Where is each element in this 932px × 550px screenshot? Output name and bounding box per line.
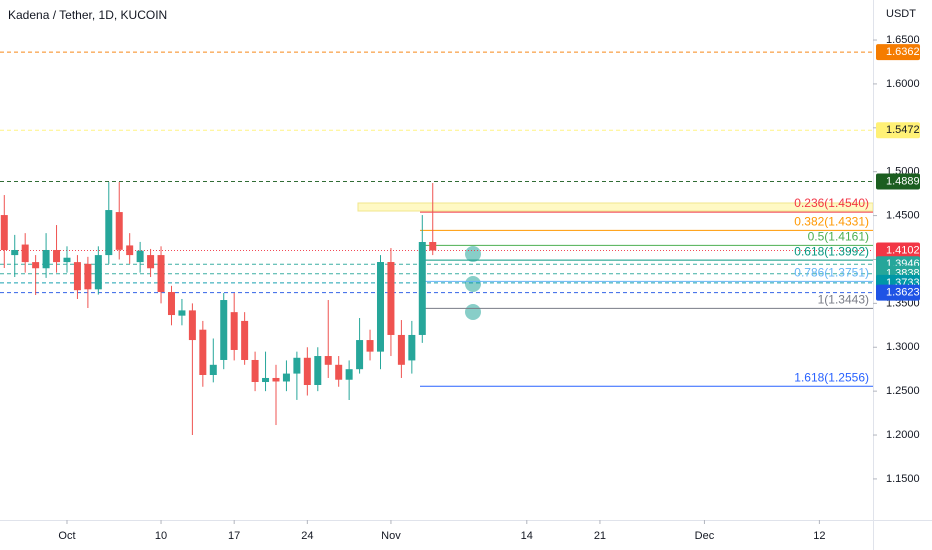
price-label-bg [876, 122, 920, 139]
candle-body [53, 249, 61, 263]
candle-body [262, 377, 270, 383]
price-label: 1.3623 [886, 286, 920, 298]
candle-body [178, 310, 186, 316]
y-tick-label: 1.2500 [886, 385, 920, 397]
candle-body [429, 242, 437, 251]
candle-body [147, 255, 155, 269]
x-tick-label: 21 [594, 530, 606, 542]
y-tick-label: 1.2000 [886, 429, 920, 441]
fib-label: 1(1.3443) [818, 293, 869, 307]
candle-body [397, 334, 405, 365]
candle-body [157, 255, 165, 293]
y-tick-label: 1.6000 [886, 78, 920, 90]
candle-body [167, 292, 175, 316]
candle-body [63, 257, 71, 263]
candle-body [42, 249, 50, 269]
currency-label: USDT [886, 8, 916, 20]
price-label: 1.6362 [886, 46, 920, 58]
candle-body [418, 242, 426, 335]
candle-body [199, 329, 207, 375]
candle-body [73, 262, 81, 291]
candle-body [84, 263, 92, 290]
y-tick-label: 1.3000 [886, 341, 920, 353]
candle-body [376, 262, 384, 352]
x-tick-label: Oct [58, 530, 75, 542]
fib-label: 0.5(1.4161) [808, 230, 869, 244]
candle-body [387, 262, 395, 335]
candle-body [11, 249, 19, 256]
marker-circle [465, 304, 481, 320]
y-tick-label: 1.4500 [886, 209, 920, 221]
fib-label: 0.382(1.4331) [794, 215, 869, 229]
x-tick-label: Nov [381, 530, 401, 542]
candle-body [408, 334, 416, 361]
x-tick-label: Dec [695, 530, 715, 542]
candle-body [0, 215, 8, 250]
chart-title: Kadena / Tether, 1D, KUCOIN [8, 8, 167, 22]
marker-circle [465, 246, 481, 262]
candle-body [115, 212, 123, 250]
candle-body [282, 373, 290, 382]
candle-body [293, 357, 301, 374]
candle-body [188, 310, 196, 341]
candle-body [314, 356, 322, 385]
candle-body [241, 320, 249, 360]
x-tick-label: 12 [813, 530, 825, 542]
x-tick-label: 10 [155, 530, 167, 542]
candle-body [335, 364, 343, 380]
candle-body [21, 244, 29, 263]
x-tick-label: 14 [521, 530, 533, 542]
candle-body [32, 262, 40, 269]
candle-body [209, 364, 217, 375]
fib-label: 1.618(1.2556) [794, 370, 869, 384]
candle-body [230, 312, 238, 350]
candle-body [105, 210, 113, 256]
price-label: 1.4102 [886, 244, 920, 256]
candle-body [136, 250, 144, 263]
candle-body [126, 245, 134, 256]
candle-body [324, 356, 332, 365]
candle-body [366, 340, 374, 352]
candle-body [220, 300, 228, 360]
y-tick-label: 1.1500 [886, 473, 920, 485]
candle-body [251, 359, 259, 383]
marker-circle [465, 276, 481, 292]
candle-body [345, 369, 353, 380]
x-tick-label: 17 [228, 530, 240, 542]
price-label: 1.5472 [886, 124, 920, 136]
fib-label: 0.786(1.3751) [794, 266, 869, 280]
candle-body [94, 255, 102, 290]
fib-label: 0.236(1.4540) [794, 196, 869, 210]
x-tick-label: 24 [301, 530, 313, 542]
price-label-bg [876, 284, 920, 301]
candle-body [356, 340, 364, 370]
fib-label: 0.618(1.3992) [794, 244, 869, 258]
candle-body [303, 357, 311, 385]
price-label: 1.4889 [886, 175, 920, 187]
price-label-bg [876, 44, 920, 61]
candle-body [272, 377, 280, 382]
price-label-bg [876, 173, 920, 190]
y-tick-label: 1.6500 [886, 34, 920, 46]
